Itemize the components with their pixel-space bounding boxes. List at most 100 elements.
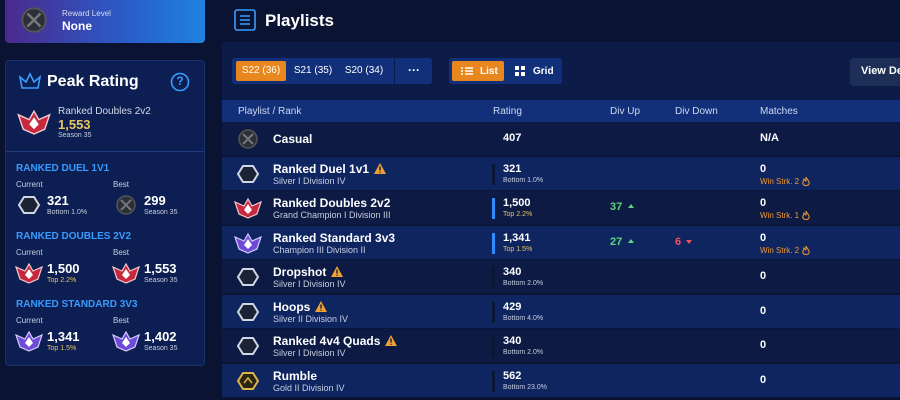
- rank-name: Gold II Division IV: [273, 383, 345, 393]
- rating-note: Bottom 1.0%: [503, 177, 544, 184]
- peak-panel: [5, 60, 205, 366]
- stat-rating: 321: [47, 193, 69, 208]
- table-row[interactable]: [222, 191, 900, 225]
- divider: [6, 151, 204, 152]
- rank-icon: [238, 129, 258, 149]
- list-label[interactable]: List: [480, 66, 498, 77]
- rating-note: Bottom 4.0%: [503, 315, 544, 322]
- list-button[interactable]: [452, 61, 504, 81]
- grid-label[interactable]: Grid: [533, 66, 554, 77]
- table-row[interactable]: [222, 122, 900, 156]
- stat-label: Best: [113, 316, 130, 325]
- details-label[interactable]: View De: [861, 65, 900, 77]
- rank-icon: [15, 262, 43, 284]
- peak-rating: 1,553: [58, 117, 91, 132]
- matches: 0: [760, 339, 767, 351]
- rank-icon: [236, 337, 260, 355]
- rank-icon: [236, 372, 260, 390]
- rank-name: Grand Champion I Division III: [273, 210, 391, 220]
- column-header: Div Up: [610, 106, 641, 117]
- rank-icon: [116, 195, 136, 215]
- stat-rating: 1,500: [47, 261, 80, 276]
- rank-icon: [234, 197, 262, 219]
- rating: 562: [503, 370, 522, 382]
- peak-title: Peak Rating: [47, 73, 139, 90]
- reward-value: None: [62, 19, 92, 33]
- table-row[interactable]: [222, 157, 900, 191]
- stat-note: Season 35: [144, 345, 178, 352]
- grid-icon: [515, 66, 525, 76]
- mode-title: RANKED STANDARD 3V3: [16, 299, 138, 310]
- div-up: 27: [610, 236, 623, 248]
- table-row[interactable]: [222, 329, 900, 363]
- rating: 340: [503, 266, 522, 278]
- warning-icon: [385, 335, 398, 346]
- matches: 0: [760, 270, 767, 282]
- rank-name: Silver I Division IV: [273, 176, 346, 186]
- help-circle: [170, 72, 190, 92]
- matches: 0: [760, 232, 767, 244]
- rating-bar: [492, 371, 495, 392]
- rank-name: Silver I Division IV: [273, 348, 346, 358]
- peak-playlist: Ranked Doubles 2v2: [58, 106, 151, 117]
- rating: 1,341: [503, 232, 531, 244]
- rank-icon: [17, 196, 41, 214]
- playlist-name: Rumble: [273, 369, 318, 383]
- rating-bar: [492, 267, 495, 288]
- peak-season: Season 35: [58, 132, 92, 139]
- playlist-icon: [234, 9, 256, 31]
- warning-icon: [331, 266, 344, 277]
- flame-icon: [802, 210, 810, 220]
- stat-rating: 1,341: [47, 329, 80, 344]
- reward-label: Reward Level: [62, 9, 111, 18]
- list-icon: [461, 67, 473, 75]
- rating: 340: [503, 335, 522, 347]
- column-header: Matches: [760, 106, 798, 117]
- mode-title: RANKED DUEL 1V1: [16, 163, 110, 174]
- warning-icon: [374, 163, 387, 174]
- page-title: Playlists: [265, 11, 334, 30]
- rating-bar: [492, 233, 495, 254]
- column-header: Div Down: [675, 106, 718, 117]
- rating-note: Top 2.2%: [503, 211, 533, 218]
- matches: 0: [760, 163, 767, 175]
- rating: 1,500: [503, 197, 531, 209]
- stat-note: Top 1.5%: [47, 345, 77, 352]
- stat-note: Bottom 1.0%: [47, 209, 88, 216]
- stat-rating: 1,553: [144, 261, 177, 276]
- rating-bar: [492, 164, 495, 185]
- up-arrow: [628, 204, 634, 208]
- rating-note: Bottom 2.0%: [503, 349, 544, 356]
- more-button[interactable]: ···: [408, 63, 420, 77]
- table-row[interactable]: [222, 364, 900, 398]
- rank-icon: [236, 303, 260, 321]
- mode-title: RANKED DOUBLES 2V2: [16, 231, 132, 242]
- rating-note: Bottom 2.0%: [503, 280, 544, 287]
- rating-bar: [492, 302, 495, 323]
- details-button[interactable]: [850, 58, 900, 86]
- div-down: 6: [675, 236, 682, 248]
- stat-label: Best: [113, 180, 130, 189]
- rank-icon: [15, 330, 43, 352]
- table-row[interactable]: [222, 226, 900, 260]
- sep: [394, 58, 395, 84]
- down-arrow: [686, 240, 692, 244]
- table-header: [222, 100, 900, 122]
- table-row[interactable]: [222, 295, 900, 329]
- stat-label: Current: [16, 316, 43, 325]
- season-button[interactable]: S20 (34): [344, 65, 384, 76]
- warning-icon: [315, 301, 328, 312]
- playlist-name: Ranked Duel 1v1: [273, 162, 370, 176]
- win-streak: Win Strk. 1: [760, 211, 800, 220]
- rank-name: Silver I Division IV: [273, 279, 346, 289]
- help-icon[interactable]: ?: [176, 74, 184, 88]
- season-button[interactable]: S21 (35): [293, 65, 333, 76]
- playlist-name: Hoops: [273, 300, 311, 314]
- matches: 0: [760, 197, 767, 209]
- stat-rating: 1,402: [144, 329, 177, 344]
- rank-icon: [234, 232, 262, 254]
- season-button[interactable]: S22 (36): [236, 61, 286, 81]
- div-up: 37: [610, 201, 623, 213]
- playlist-name: Ranked 4v4 Quads: [273, 334, 381, 348]
